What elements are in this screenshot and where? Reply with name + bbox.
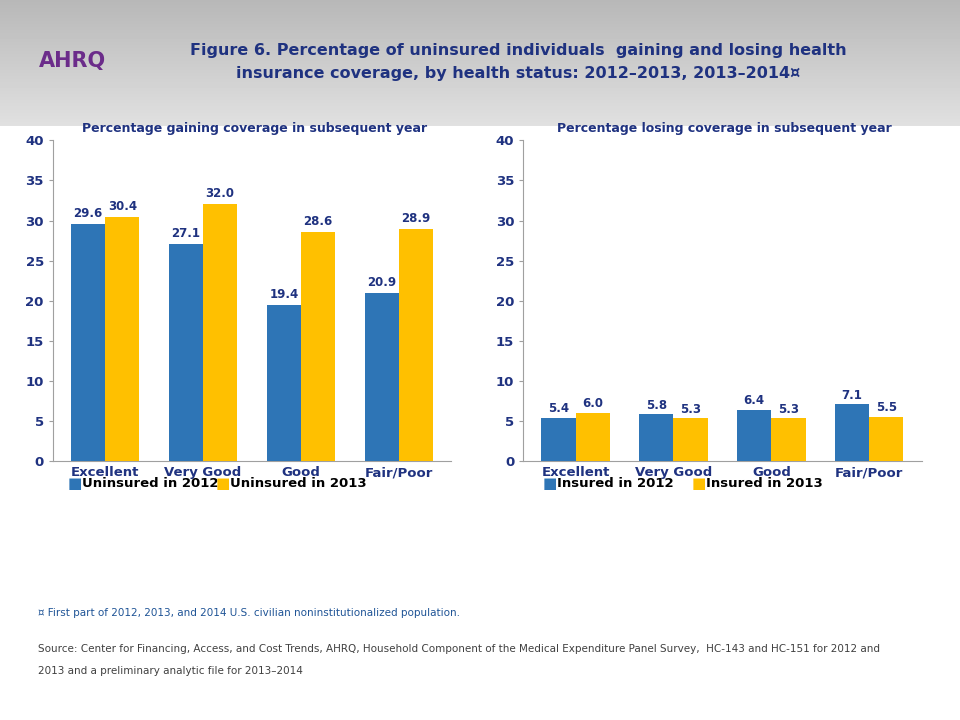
Bar: [267, 305, 300, 461]
Text: Percentage gaining coverage in subsequent year: Percentage gaining coverage in subsequen…: [82, 122, 427, 135]
Bar: [398, 229, 433, 461]
Bar: [71, 224, 106, 461]
Text: Insured in 2012: Insured in 2012: [557, 477, 673, 490]
Text: 29.6: 29.6: [73, 207, 103, 220]
Text: ¤ First part of 2012, 2013, and 2014 U.S. civilian noninstitutionalized populati: ¤ First part of 2012, 2013, and 2014 U.S…: [38, 608, 461, 618]
Bar: [869, 417, 903, 461]
Text: Figure 6. Percentage of uninsured individuals  gaining and losing health: Figure 6. Percentage of uninsured indivi…: [190, 43, 847, 58]
Bar: [771, 418, 805, 461]
Text: 28.9: 28.9: [401, 212, 431, 225]
Bar: [300, 232, 335, 461]
Text: 7.1: 7.1: [842, 389, 862, 402]
Text: Uninsured in 2013: Uninsured in 2013: [230, 477, 367, 490]
Text: Insured in 2013: Insured in 2013: [706, 477, 823, 490]
Text: 5.5: 5.5: [876, 401, 897, 414]
Bar: [835, 404, 869, 461]
Text: ■: ■: [691, 477, 706, 491]
Text: insurance coverage, by health status: 2012–2013, 2013–2014¤: insurance coverage, by health status: 20…: [236, 66, 801, 81]
Text: 28.6: 28.6: [303, 215, 333, 228]
Bar: [204, 204, 237, 461]
Text: 6.4: 6.4: [744, 394, 765, 407]
Bar: [541, 418, 576, 461]
Text: Percentage losing coverage in subsequent year: Percentage losing coverage in subsequent…: [558, 122, 892, 135]
Bar: [674, 418, 708, 461]
Text: 32.0: 32.0: [205, 187, 234, 200]
Text: 20.9: 20.9: [367, 276, 396, 289]
Text: 30.4: 30.4: [108, 200, 137, 213]
Text: 5.3: 5.3: [778, 403, 799, 416]
Text: 19.4: 19.4: [269, 289, 299, 302]
Text: ■: ■: [542, 477, 557, 491]
Bar: [737, 410, 771, 461]
Text: 27.1: 27.1: [172, 227, 201, 240]
Text: Uninsured in 2012: Uninsured in 2012: [82, 477, 218, 490]
Text: 5.3: 5.3: [680, 403, 701, 416]
Bar: [639, 414, 674, 461]
Text: ■: ■: [216, 477, 230, 491]
Text: ■: ■: [67, 477, 82, 491]
Text: Source: Center for Financing, Access, and Cost Trends, AHRQ, Household Component: Source: Center for Financing, Access, an…: [38, 644, 880, 654]
Bar: [365, 293, 398, 461]
Bar: [576, 413, 610, 461]
Bar: [106, 217, 139, 461]
Text: 5.4: 5.4: [548, 402, 569, 415]
Text: 6.0: 6.0: [582, 397, 603, 410]
Text: 2013 and a preliminary analytic file for 2013–2014: 2013 and a preliminary analytic file for…: [38, 666, 303, 676]
Bar: [169, 244, 204, 461]
Text: 5.8: 5.8: [646, 399, 667, 412]
Text: AHRQ: AHRQ: [38, 51, 106, 71]
